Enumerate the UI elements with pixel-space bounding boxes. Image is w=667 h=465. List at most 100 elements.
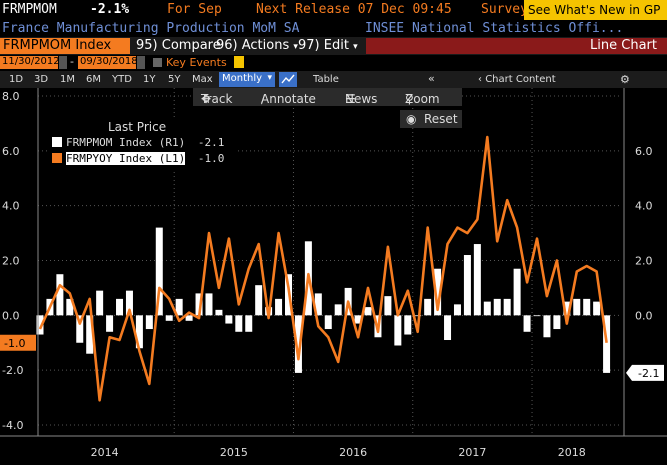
- bar: [215, 309, 223, 316]
- start-date-input[interactable]: 11/30/2012: [0, 56, 60, 69]
- crosshair-icon: ✥: [201, 92, 212, 106]
- legend-item-frmpmom[interactable]: FRMPMOM Index (R1) -2.1: [52, 136, 224, 149]
- bar: [125, 290, 133, 316]
- x-tick-label: 2014: [91, 446, 119, 459]
- right-last-value-tag: [626, 364, 664, 381]
- chart-area: 8.06.04.02.00.0-2.0-4.06.04.02.00.0-2.02…: [0, 88, 667, 459]
- chart-type-label[interactable]: Line Chart: [590, 38, 657, 53]
- security-field[interactable]: FRMPMOM Index: [0, 38, 130, 54]
- period-3d[interactable]: 3D: [34, 74, 49, 85]
- bar: [135, 315, 143, 349]
- bar: [473, 244, 481, 316]
- period-6m[interactable]: 6M: [86, 74, 101, 85]
- bar: [36, 315, 44, 335]
- bar: [354, 315, 362, 324]
- left-last-value-text: -1.0: [4, 337, 25, 350]
- period-max[interactable]: Max: [192, 74, 213, 85]
- left-tick-label: 2.0: [2, 255, 20, 268]
- bars-series: [36, 227, 611, 373]
- bar: [185, 315, 193, 321]
- bar: [603, 315, 611, 373]
- left-tick-label: 6.0: [2, 145, 20, 158]
- bar: [553, 315, 561, 330]
- bar: [424, 298, 432, 316]
- period-ytd[interactable]: YTD: [112, 74, 132, 85]
- legend-item-frmpyoy[interactable]: FRMPYOY Index (L1) -1.0: [52, 152, 224, 165]
- bar: [463, 255, 471, 316]
- period-toolbar: 1D 3D 1M 6M YTD 1Y 5Y Max Monthly ▾ Tabl…: [0, 71, 667, 88]
- chevron-left-icon: ‹: [478, 74, 482, 85]
- bar: [483, 301, 491, 316]
- axes: 8.06.04.02.00.0-2.0-4.06.04.02.00.0-2.02…: [0, 88, 667, 459]
- table-button[interactable]: Table: [313, 74, 339, 85]
- key-events-checkbox[interactable]: [153, 58, 162, 67]
- chart-content-label: Chart Content: [485, 74, 556, 85]
- reset-label: Reset: [424, 112, 458, 126]
- end-date-input[interactable]: 09/30/2018: [78, 56, 138, 69]
- key-events-icon[interactable]: [234, 56, 244, 68]
- left-last-value-tag: [0, 334, 36, 351]
- caret-down-icon: ▾: [353, 42, 358, 52]
- legend-label: FRMPMOM Index (R1): [66, 136, 186, 149]
- caret-down-icon: ▾: [293, 42, 298, 52]
- legend-value: -2.1: [197, 136, 225, 149]
- bar: [225, 315, 233, 324]
- calendar-icon[interactable]: [59, 56, 67, 69]
- edit-menu[interactable]: 97) Edit ▾: [298, 38, 360, 54]
- x-tick-label: 2018: [558, 446, 586, 459]
- next-release: Next Release 07 Dec 09:45: [256, 2, 452, 17]
- pencil-icon: ∕: [261, 92, 266, 106]
- period-1d[interactable]: 1D: [9, 74, 24, 85]
- zoom-label: Zoom: [405, 92, 440, 106]
- edit-label: 97) Edit: [298, 38, 349, 53]
- legend: Last Price FRMPMOM Index (R1) -2.1 FRMPY…: [48, 118, 238, 170]
- ticker-symbol[interactable]: FRMPMOM: [2, 2, 57, 17]
- period-5y[interactable]: 5Y: [168, 74, 181, 85]
- x-tick-label: 2017: [458, 446, 486, 459]
- news-icon: ☰: [345, 92, 356, 106]
- chart-content-button[interactable]: ‹ Chart Content: [478, 74, 556, 85]
- bar: [255, 285, 263, 316]
- key-events-label[interactable]: Key Events: [166, 56, 227, 69]
- right-tick-label: 4.0: [635, 200, 653, 213]
- actions-menu[interactable]: 96) Actions ▾: [216, 38, 298, 54]
- bar: [453, 304, 461, 316]
- bar: [314, 293, 322, 316]
- legend-label: FRMPYOY Index (L1): [66, 152, 186, 165]
- right-tick-label: 6.0: [635, 145, 653, 158]
- period-1m[interactable]: 1M: [60, 74, 75, 85]
- date-range-bar: 11/30/2012 - 09/30/2018 Key Events: [0, 55, 667, 71]
- bar: [414, 315, 422, 317]
- period-label: For Sep: [167, 2, 222, 17]
- bar: [364, 307, 372, 316]
- ticker-header: FRMPMOM -2.1% For Sep Next Release 07 De…: [0, 0, 667, 20]
- legend-value: -1.0: [197, 152, 225, 165]
- bar: [394, 315, 402, 346]
- compare-menu[interactable]: 95) Compare: [136, 38, 221, 53]
- bar: [165, 315, 173, 321]
- bar: [503, 298, 511, 316]
- bar: [384, 296, 392, 316]
- bar: [523, 315, 531, 332]
- right-tick-label: 0.0: [635, 309, 653, 322]
- actions-label: 96) Actions: [216, 38, 290, 53]
- gear-icon[interactable]: ⚙: [620, 73, 630, 86]
- frequency-select[interactable]: Monthly ▾: [219, 72, 275, 87]
- period-1y[interactable]: 1Y: [143, 74, 156, 85]
- bar: [583, 298, 591, 316]
- line-chart-icon[interactable]: [279, 72, 297, 87]
- right-last-value-text: -2.1: [638, 367, 659, 380]
- reset-button[interactable]: ◉ Reset: [400, 110, 462, 128]
- bar: [275, 298, 283, 316]
- bar: [106, 315, 114, 332]
- calendar-icon[interactable]: [137, 56, 145, 69]
- bar: [444, 315, 452, 341]
- search-icon: ⚲: [405, 92, 414, 106]
- bar: [66, 298, 74, 316]
- survey-label[interactable]: Survey: [481, 2, 528, 17]
- collapse-icon[interactable]: «: [428, 72, 435, 85]
- bar: [116, 298, 124, 316]
- whats-new-button[interactable]: See What's New in GP: [524, 0, 667, 20]
- chart-tools: ✥ Track ∕ Annotate ☰ News ⚲ Zoom: [193, 88, 462, 106]
- bar: [235, 315, 243, 332]
